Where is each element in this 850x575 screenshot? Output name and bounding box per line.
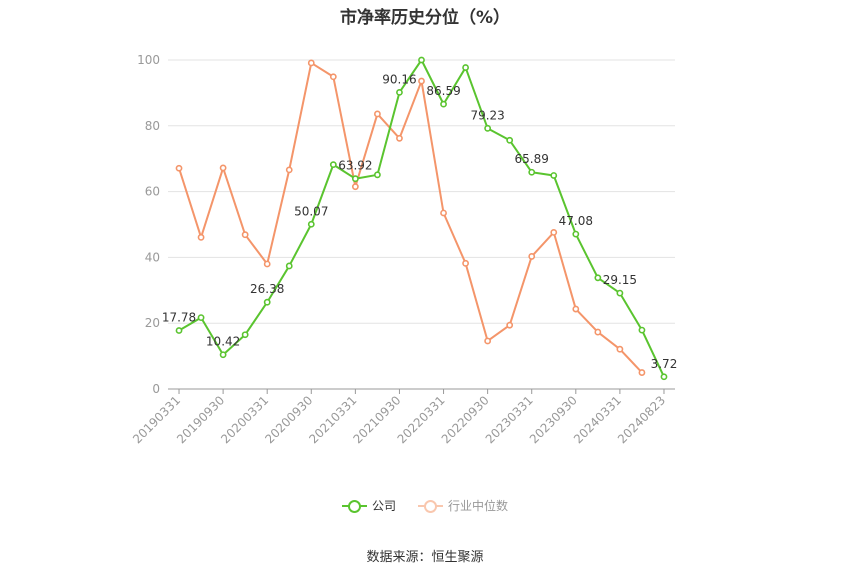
y-tick-label: 80 [145, 119, 160, 133]
data-point [307, 220, 315, 228]
data-point [594, 274, 602, 282]
data-point [241, 231, 249, 239]
data-point [594, 328, 602, 336]
data-point [241, 331, 249, 339]
y-tick-label: 60 [145, 185, 160, 199]
data-point [263, 260, 271, 268]
data-point [462, 64, 469, 71]
data-point [329, 161, 337, 169]
series-layer [175, 56, 668, 381]
data-point [351, 183, 359, 191]
data-label: 3.72 [651, 357, 678, 371]
legend-label-company: 公司 [371, 499, 396, 513]
data-label: 86.59 [426, 84, 460, 98]
data-point [175, 164, 183, 172]
data-label: 65.89 [515, 152, 549, 166]
y-tick-label: 0 [152, 382, 160, 396]
data-label: 90.16 [382, 72, 416, 86]
data-point [396, 88, 403, 96]
y-tick-label: 100 [137, 53, 160, 67]
legend-swatch-company [341, 499, 367, 513]
data-point [528, 168, 536, 176]
data-label: 50.07 [294, 204, 328, 218]
data-point [660, 373, 668, 381]
data-label: 10.42 [206, 335, 240, 349]
data-point [506, 321, 514, 329]
series-line [178, 61, 643, 374]
chart-title: 市净率历史分位（%） [339, 8, 511, 28]
data-label-layer: 17.78 10.42 26.38 50.07 63.92 90.16 86.59 79.23… [162, 72, 677, 370]
legend-item-industry-median[interactable]: 行业中位数 [418, 497, 508, 514]
data-point [572, 230, 580, 238]
data-point [440, 209, 447, 217]
data-point [374, 110, 381, 118]
data-label: 29.15 [603, 273, 637, 287]
data-point [418, 77, 425, 85]
data-point [484, 124, 492, 132]
data-point [374, 171, 381, 179]
axis-layer: 0204060801002019033120190930202003312020… [130, 53, 675, 446]
data-point [506, 136, 514, 144]
legend-label-industry-median: 行业中位数 [448, 499, 509, 513]
data-point [285, 166, 293, 174]
data-point [219, 164, 227, 172]
legend-item-company[interactable]: 公司 [341, 497, 396, 514]
legend: 公司 行业中位数 [0, 497, 850, 514]
data-point [616, 289, 624, 297]
data-point [197, 233, 205, 241]
data-point [263, 298, 271, 306]
data-label: 79.23 [470, 108, 504, 122]
data-point [351, 175, 359, 183]
data-point [484, 337, 492, 345]
data-point [329, 73, 337, 81]
data-label: 47.08 [559, 214, 593, 228]
data-label: 26.38 [250, 282, 284, 296]
data-point [396, 134, 403, 142]
data-point [418, 56, 425, 64]
grid-layer [168, 59, 675, 324]
data-label: 17.78 [162, 311, 196, 325]
data-point [197, 314, 205, 322]
data-point [616, 345, 624, 353]
data-point [550, 172, 558, 179]
y-tick-label: 40 [145, 250, 160, 264]
data-point [638, 326, 646, 334]
data-point [550, 228, 558, 236]
data-point [528, 253, 536, 260]
data-point [307, 59, 315, 67]
data-label: 63.92 [338, 159, 372, 173]
data-point [638, 369, 646, 376]
y-tick-label: 20 [145, 316, 160, 330]
data-point [572, 305, 580, 313]
data-source: 数据来源：恒生聚源 [366, 550, 484, 565]
data-point [462, 259, 469, 267]
data-point [175, 327, 183, 334]
data-point [285, 262, 293, 270]
data-point [219, 351, 227, 359]
legend-swatch-industry-median [418, 499, 443, 513]
data-point [440, 100, 447, 108]
x-tick-label: 20240823 [615, 393, 668, 446]
